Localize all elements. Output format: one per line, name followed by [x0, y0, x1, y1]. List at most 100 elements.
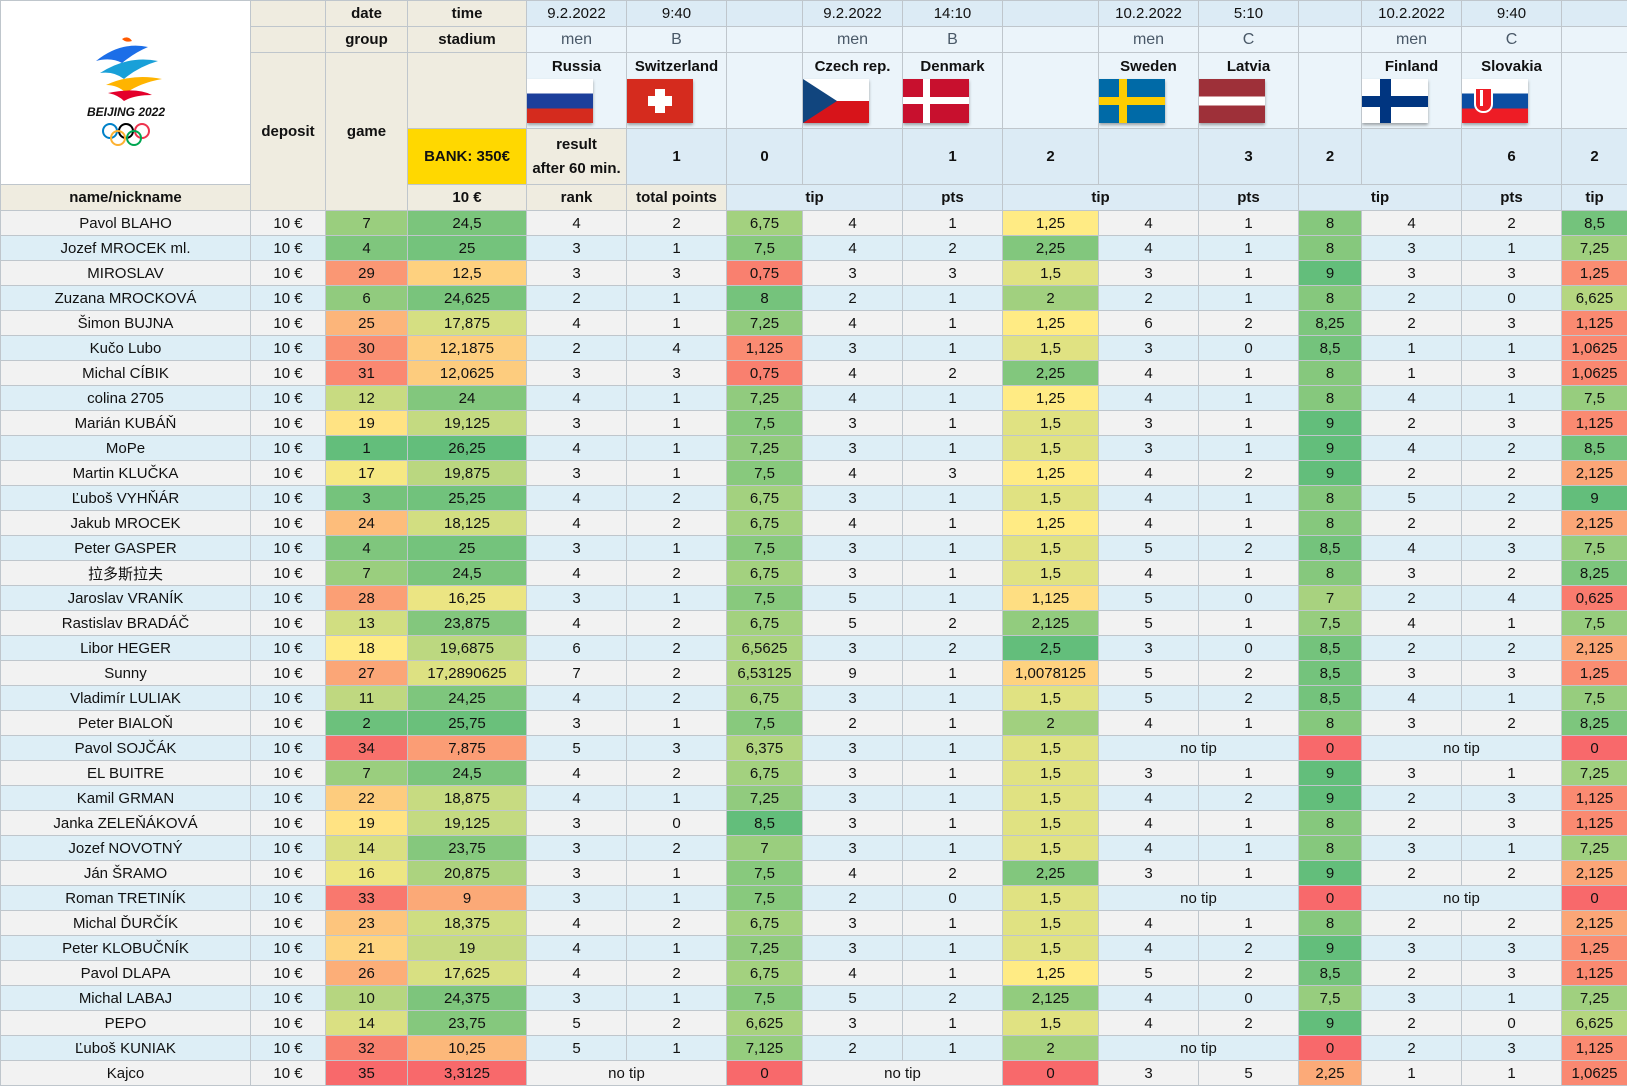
tip-points: 1,5	[1002, 810, 1099, 836]
game3-group: men	[1098, 26, 1199, 53]
player-total: 19,125	[407, 410, 527, 436]
tip-points: 2,25	[1002, 360, 1099, 386]
tip-home: 4	[526, 385, 627, 411]
player-name: Jozef NOVOTNÝ	[0, 835, 251, 861]
tip-points: 7,25	[726, 310, 803, 336]
player-deposit: 10 €	[250, 660, 326, 686]
tip-points: 7,5	[1298, 610, 1362, 636]
player-rank: 2	[325, 710, 408, 736]
tip-points: 1,0625	[1561, 1060, 1627, 1086]
tip-home: 5	[1098, 960, 1199, 986]
player-deposit: 10 €	[250, 1060, 326, 1086]
tip-home: 4	[1098, 910, 1199, 936]
game4-tip-header: tip	[1561, 184, 1627, 211]
tip-away: 2	[902, 860, 1003, 886]
game4-home-team: Finland	[1361, 52, 1462, 129]
tip-points: 1,0078125	[1002, 660, 1099, 686]
player-rank: 28	[325, 585, 408, 611]
no-tip-cell: no tip	[1098, 1035, 1299, 1061]
tip-away: 1	[902, 485, 1003, 511]
tip-away: 1	[1198, 835, 1299, 861]
tip-points: 7,5	[726, 585, 803, 611]
tip-away: 3	[1461, 1035, 1562, 1061]
tip-away: 1	[1461, 335, 1562, 361]
table-row: 拉多斯拉夫 10 €7 24,5 4 2 6,75 3 1 1,5 4 1 8 3 2 8,25	[0, 560, 1627, 586]
tip-away: 2	[1198, 535, 1299, 561]
game3-date: 10.2.2022	[1098, 0, 1199, 27]
empty-cell	[1002, 52, 1099, 129]
player-deposit: 10 €	[250, 735, 326, 761]
table-row: MoPe 10 €1 26,25 4 1 7,25 3 1 1,5 3 1 9 4 2 8,5	[0, 435, 1627, 461]
tip-away: 1	[626, 410, 727, 436]
tip-points: 8,5	[1561, 435, 1627, 461]
tip-points: 8,25	[1561, 560, 1627, 586]
tip-points: 7,25	[1561, 235, 1627, 261]
player-name: Michal LABAJ	[0, 985, 251, 1011]
tip-away: 3	[626, 260, 727, 286]
tip-home: 2	[802, 710, 903, 736]
player-deposit: 10 €	[250, 460, 326, 486]
empty-cell	[1002, 26, 1099, 53]
player-deposit: 10 €	[250, 535, 326, 561]
table-row: Jozef NOVOTNÝ 10 €14 23,75 3 2 7 3 1 1,5 4 1 8 3 1 7,2…	[0, 835, 1627, 861]
tip-home: 4	[802, 210, 903, 236]
tip-points: 2,125	[1561, 510, 1627, 536]
tip-points: 8,5	[1298, 660, 1362, 686]
player-deposit: 10 €	[250, 360, 326, 386]
tip-points: 7,5	[1561, 535, 1627, 561]
table-row: Šimon BUJNA 10 €25 17,875 4 1 7,25 4 1 1,25 6 2 8,2…	[0, 310, 1627, 336]
tip-away: 2	[626, 485, 727, 511]
tip-home: 3	[526, 235, 627, 261]
table-row: Martin KLUČKA 10 €17 19,875 3 1 7,5 4 3 1,25 4 2 9 2…	[0, 460, 1627, 486]
player-name: Janka ZELEŇÁKOVÁ	[0, 810, 251, 836]
tip-home: 3	[526, 885, 627, 911]
player-rank: 1	[325, 435, 408, 461]
tip-away: 2	[1198, 660, 1299, 686]
player-rank: 11	[325, 685, 408, 711]
tip-home: 2	[1098, 285, 1199, 311]
tip-home: 3	[1361, 710, 1462, 736]
player-deposit: 10 €	[250, 210, 326, 236]
tip-points: 7,25	[1561, 760, 1627, 786]
empty-cell	[1098, 128, 1199, 185]
player-deposit: 10 €	[250, 785, 326, 811]
player-total: 25,75	[407, 710, 527, 736]
tip-points: 7,25	[726, 435, 803, 461]
tip-points: 6,75	[726, 760, 803, 786]
table-row: Peter KLOBUČNÍK 10 €21 19 4 1 7,25 3 1 1,5 4 2 9 3 3 1…	[0, 935, 1627, 961]
table-row: Pavol DLAPA 10 €26 17,625 4 2 6,75 4 1 1,25 5 2 8,5…	[0, 960, 1627, 986]
table-row: Vladimír LULIAK 10 €11 24,25 4 2 6,75 3 1 1,5 5 2 8…	[0, 685, 1627, 711]
player-deposit: 10 €	[250, 560, 326, 586]
tip-home: 3	[526, 710, 627, 736]
tip-away: 3	[1461, 410, 1562, 436]
tip-home: 4	[1361, 210, 1462, 236]
tip-points: 7,5	[726, 410, 803, 436]
game2-away-team: Denmark	[902, 52, 1003, 129]
tip-away: 1	[1198, 610, 1299, 636]
table-row: colina 2705 10 €12 24 4 1 7,25 4 1 1,25 4 1 8 4 1 7,5	[0, 385, 1627, 411]
tip-away: 1	[1461, 760, 1562, 786]
tip-home: 3	[1098, 335, 1199, 361]
game1-away-team: Switzerland	[626, 52, 727, 129]
tip-home: 4	[526, 685, 627, 711]
tip-away: 1	[626, 435, 727, 461]
switzerland-flag-icon	[627, 79, 693, 123]
player-total: 24,5	[407, 560, 527, 586]
tip-away: 1	[626, 1035, 727, 1061]
tip-away: 1	[1198, 235, 1299, 261]
tip-away: 1	[902, 685, 1003, 711]
team-name: Czech rep.	[814, 58, 891, 75]
empty-cell	[1298, 52, 1362, 129]
tip-away: 3	[902, 460, 1003, 486]
tip-away: 3	[1461, 785, 1562, 811]
player-total: 17,875	[407, 310, 527, 336]
player-rank: 19	[325, 410, 408, 436]
player-name: PEPO	[0, 1010, 251, 1036]
tip-points: 6,625	[1561, 285, 1627, 311]
tip-home: 2	[1361, 310, 1462, 336]
tip-home: 3	[802, 560, 903, 586]
game2-home-score: 1	[902, 128, 1003, 185]
player-total: 26,25	[407, 435, 527, 461]
tip-away: 3	[1461, 360, 1562, 386]
tip-home: 6	[1098, 310, 1199, 336]
